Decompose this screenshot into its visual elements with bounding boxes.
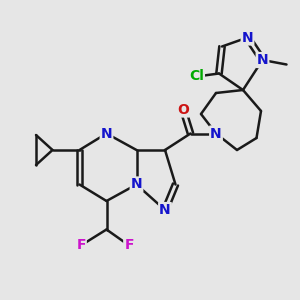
Text: N: N: [257, 53, 268, 67]
Text: N: N: [131, 178, 142, 191]
Text: F: F: [76, 238, 86, 252]
Text: F: F: [124, 238, 134, 252]
Text: N: N: [159, 203, 171, 217]
Text: O: O: [177, 103, 189, 116]
Text: N: N: [101, 127, 112, 140]
Text: N: N: [210, 127, 222, 140]
Text: Cl: Cl: [189, 70, 204, 83]
Text: N: N: [242, 31, 253, 44]
